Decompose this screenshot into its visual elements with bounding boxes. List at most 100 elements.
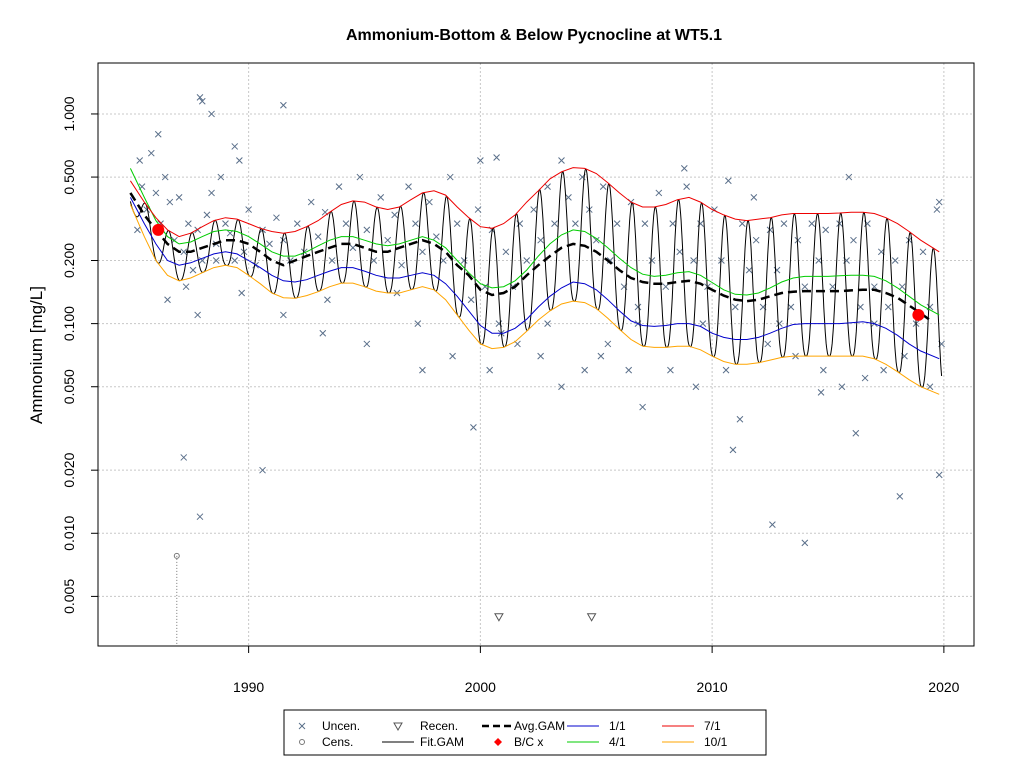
legend-swatch bbox=[298, 722, 306, 730]
observation-stroke bbox=[453, 220, 461, 227]
legend-swatch bbox=[299, 739, 305, 745]
observation-point bbox=[523, 257, 531, 264]
observation-point bbox=[398, 261, 405, 269]
observation-point bbox=[780, 220, 788, 227]
observation-stroke bbox=[669, 220, 677, 227]
observation-stroke bbox=[196, 513, 204, 521]
observation-point bbox=[655, 189, 663, 197]
observation-stroke bbox=[815, 257, 823, 264]
legend-label: 7/1 bbox=[704, 719, 721, 733]
observation-stroke bbox=[514, 340, 521, 348]
legend-entry: Fit.GAM bbox=[382, 735, 464, 749]
observation-point bbox=[307, 198, 315, 206]
observation-stroke bbox=[175, 194, 183, 201]
observation-stroke bbox=[613, 220, 621, 227]
observation-point bbox=[822, 226, 830, 234]
observation-stroke bbox=[180, 454, 188, 461]
observation-stroke bbox=[280, 236, 287, 244]
observation-stroke bbox=[551, 220, 558, 227]
observation-stroke bbox=[314, 233, 322, 240]
observation-point bbox=[432, 233, 440, 240]
series-line-10-1 bbox=[129, 204, 940, 395]
observation-stroke bbox=[683, 183, 690, 191]
observation-point bbox=[817, 389, 825, 396]
observation-point bbox=[794, 236, 802, 244]
observation-stroke bbox=[198, 257, 206, 264]
observation-stroke bbox=[648, 257, 656, 264]
observation-point bbox=[231, 143, 239, 150]
observation-point bbox=[136, 157, 144, 164]
observation-stroke bbox=[926, 383, 934, 391]
observation-stroke bbox=[787, 303, 795, 311]
observation-stroke bbox=[699, 320, 707, 327]
observation-point bbox=[861, 374, 869, 382]
observation-point bbox=[836, 220, 843, 227]
observation-point bbox=[648, 257, 656, 264]
observation-stroke bbox=[857, 303, 864, 311]
observation-point bbox=[154, 130, 162, 138]
x-tick-label: 2000 bbox=[465, 679, 496, 695]
observation-point bbox=[314, 233, 322, 240]
observation-stroke bbox=[439, 257, 447, 264]
observation-point bbox=[801, 283, 809, 291]
observation-stroke bbox=[324, 296, 331, 304]
observation-point bbox=[558, 383, 565, 391]
observation-stroke bbox=[166, 198, 174, 206]
observation-stroke bbox=[280, 311, 287, 319]
plot-frame bbox=[97, 62, 975, 647]
observation-stroke bbox=[801, 283, 809, 291]
observation-point bbox=[690, 257, 697, 264]
observation-point bbox=[324, 296, 331, 304]
censored-point bbox=[173, 552, 180, 559]
observation-point bbox=[558, 157, 565, 164]
observation-point bbox=[189, 266, 197, 274]
observation-point bbox=[676, 248, 684, 256]
observation-point bbox=[342, 220, 350, 227]
observation-point bbox=[363, 226, 371, 234]
observation-point bbox=[669, 220, 677, 227]
observation-point bbox=[820, 366, 827, 374]
observation-point bbox=[857, 303, 864, 311]
observation-point bbox=[467, 296, 475, 304]
observation-stroke bbox=[745, 266, 753, 274]
observation-point bbox=[838, 383, 846, 391]
observation-point bbox=[196, 94, 204, 101]
legend-label: Uncen. bbox=[322, 719, 360, 733]
observation-point bbox=[147, 149, 155, 157]
observation-point bbox=[377, 194, 385, 201]
observation-point bbox=[581, 366, 589, 374]
observation-point bbox=[280, 236, 287, 244]
observation-point bbox=[412, 220, 419, 227]
observation-point bbox=[919, 248, 927, 256]
y-tick-label: 0.005 bbox=[61, 579, 77, 614]
observation-stroke bbox=[896, 493, 904, 500]
observation-point bbox=[752, 236, 760, 244]
observation-stroke bbox=[884, 303, 892, 311]
observation-point bbox=[750, 194, 758, 201]
observation-stroke bbox=[641, 220, 649, 227]
observation-stroke bbox=[293, 220, 301, 227]
observation-stroke bbox=[667, 366, 674, 374]
observation-point bbox=[544, 320, 551, 327]
observation-stroke bbox=[750, 194, 758, 201]
observation-stroke bbox=[412, 220, 419, 227]
observation-point bbox=[935, 198, 943, 206]
observation-point bbox=[662, 283, 670, 291]
observation-point bbox=[766, 226, 774, 234]
observation-stroke bbox=[321, 208, 329, 216]
observation-stroke bbox=[502, 248, 510, 256]
observation-point bbox=[736, 415, 744, 423]
observation-stroke bbox=[558, 157, 565, 164]
observation-point bbox=[845, 173, 853, 181]
observation-stroke bbox=[370, 257, 378, 264]
y-tick-label: 0.020 bbox=[61, 452, 77, 487]
observation-stroke bbox=[203, 211, 211, 219]
observation-point bbox=[426, 198, 433, 206]
observation-stroke bbox=[426, 198, 433, 206]
observation-stroke bbox=[363, 226, 371, 234]
observation-stroke bbox=[935, 471, 943, 479]
observation-stroke bbox=[822, 226, 830, 234]
observation-stroke bbox=[319, 329, 327, 337]
observation-stroke bbox=[446, 173, 454, 181]
recensored-point bbox=[586, 613, 597, 622]
